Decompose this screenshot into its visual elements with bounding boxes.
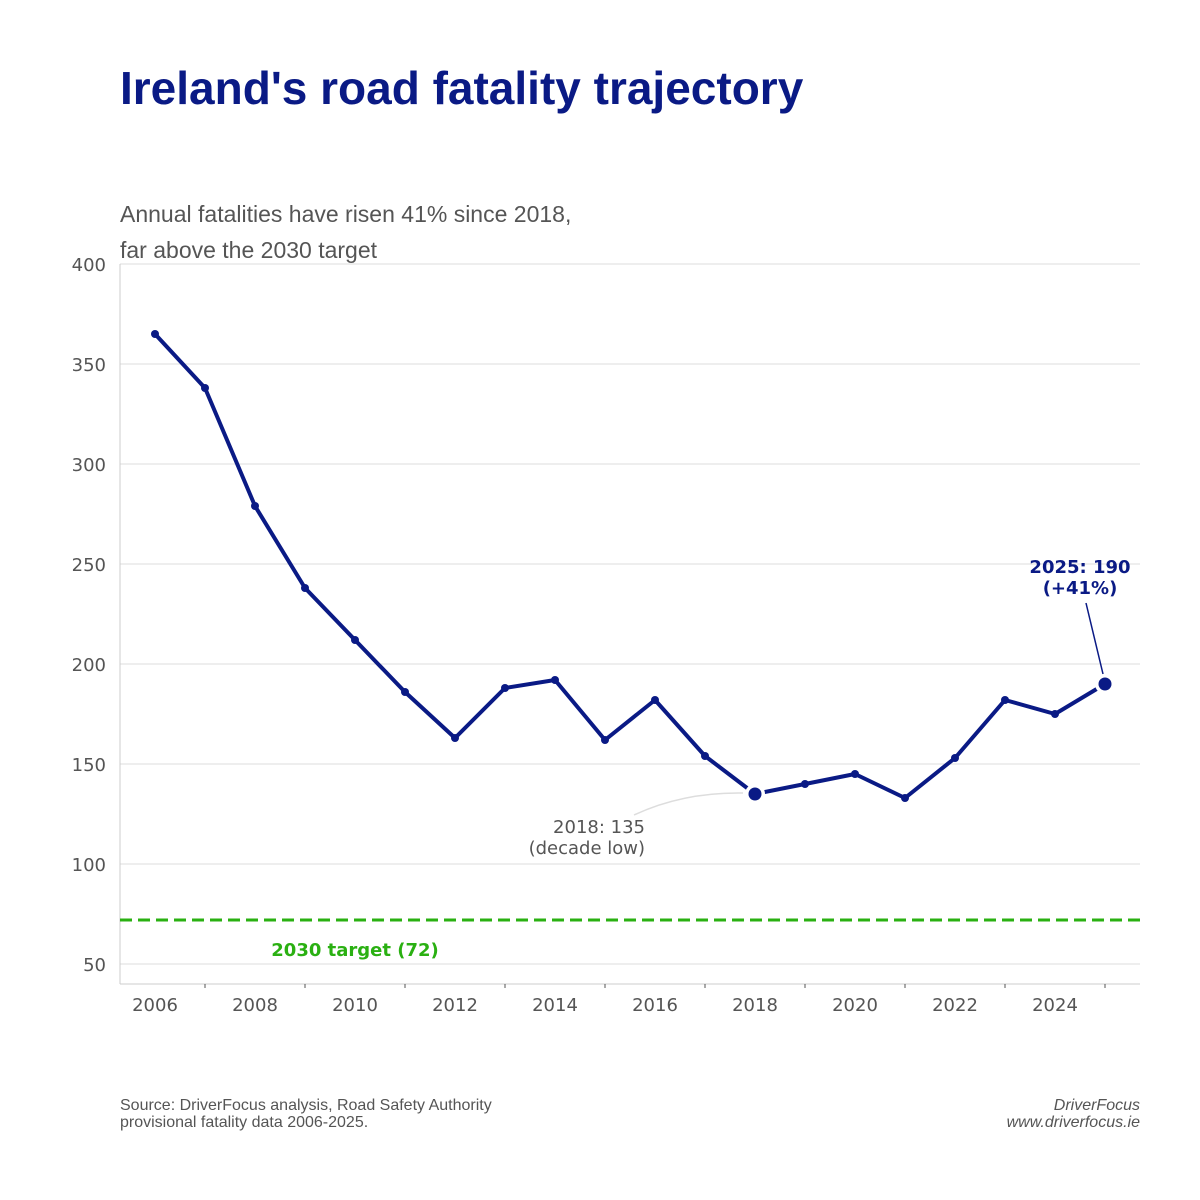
x-tick-labels: 2006 2008 2010 2012 2014 2016 2018 2020 2022 2024 <box>132 984 1106 1016</box>
low-annotation-line-2: (decade low) <box>529 838 645 859</box>
x-tick-label-2010: 2010 <box>332 995 378 1016</box>
data-point-2024 <box>1051 710 1059 718</box>
x-tick-label-2022: 2022 <box>932 995 978 1016</box>
brand-name: DriverFocus <box>1053 1097 1140 1114</box>
y-tick-label-400: 400 <box>72 255 106 276</box>
data-point-2016 <box>651 696 659 704</box>
data-point-2008 <box>251 502 259 510</box>
x-tick-label-2016: 2016 <box>632 995 678 1016</box>
series-line <box>153 332 1107 800</box>
x-tick-label-2018: 2018 <box>732 995 778 1016</box>
y-tick-label-350: 350 <box>72 355 106 376</box>
data-point-2022 <box>951 754 959 762</box>
data-points <box>151 330 1115 804</box>
data-point-2023 <box>1001 696 1009 704</box>
latest-annotation-line-2: (+41%) <box>1043 578 1118 599</box>
x-tick-label-2006: 2006 <box>132 995 178 1016</box>
grid-lines <box>120 263 1140 965</box>
data-point-2006 <box>151 330 159 338</box>
latest-annotation-line-1: 2025: 190 <box>1029 557 1130 578</box>
data-point-2007 <box>201 384 209 392</box>
y-tick-label-300: 300 <box>72 455 106 476</box>
low-annotation-line-1: 2018: 135 <box>553 817 645 838</box>
x-tick-label-2024: 2024 <box>1032 995 1078 1016</box>
subtitle-line-1: Annual fatalities have risen 41% since 2… <box>120 201 572 227</box>
x-tick-label-2008: 2008 <box>232 995 278 1016</box>
source-line-2: provisional fatality data 2006-2025. <box>120 1114 369 1131</box>
data-point-2011 <box>401 688 409 696</box>
data-point-2018 <box>748 787 762 801</box>
data-point-2009 <box>301 584 309 592</box>
source-line-1: Source: DriverFocus analysis, Road Safet… <box>120 1097 492 1114</box>
source-note: Source: DriverFocus analysis, Road Safet… <box>120 1097 640 1131</box>
y-tick-label-250: 250 <box>72 555 106 576</box>
x-tick-label-2020: 2020 <box>832 995 878 1016</box>
data-point-2012 <box>451 734 459 742</box>
chart-title: Ireland's road fatality trajectory <box>120 62 804 114</box>
low-annotation-connector <box>633 792 744 816</box>
brand-url: www.driverfocus.ie <box>1006 1114 1140 1131</box>
y-tick-label-50: 50 <box>83 955 106 976</box>
y-tick-label-200: 200 <box>72 655 106 676</box>
subtitle-line-2: far above the 2030 target <box>120 237 378 263</box>
data-point-2017 <box>701 752 709 760</box>
y-tick-label-150: 150 <box>72 755 106 776</box>
data-point-2020 <box>851 770 859 778</box>
brand-credit: DriverFocus www.driverfocus.ie <box>1007 1097 1140 1131</box>
data-point-2021 <box>901 794 909 802</box>
data-point-2015 <box>601 736 609 744</box>
x-tick-label-2012: 2012 <box>432 995 478 1016</box>
chart-subtitle: Annual fatalities have risen 41% since 2… <box>120 196 640 268</box>
target-label: 2030 target (72) <box>271 940 438 961</box>
latest-annotation-connector <box>1085 602 1104 675</box>
y-tick-labels: 50 100 150 200 250 300 350 400 <box>72 255 106 976</box>
x-tick-label-2014: 2014 <box>532 995 578 1016</box>
y-tick-label-100: 100 <box>72 855 106 876</box>
data-point-2014 <box>551 676 559 684</box>
data-point-2025 <box>1098 677 1112 691</box>
data-point-2019 <box>801 780 809 788</box>
data-point-2010 <box>351 636 359 644</box>
data-point-2013 <box>501 684 509 692</box>
